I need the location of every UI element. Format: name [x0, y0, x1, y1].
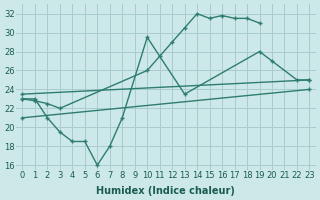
- X-axis label: Humidex (Indice chaleur): Humidex (Indice chaleur): [97, 186, 236, 196]
